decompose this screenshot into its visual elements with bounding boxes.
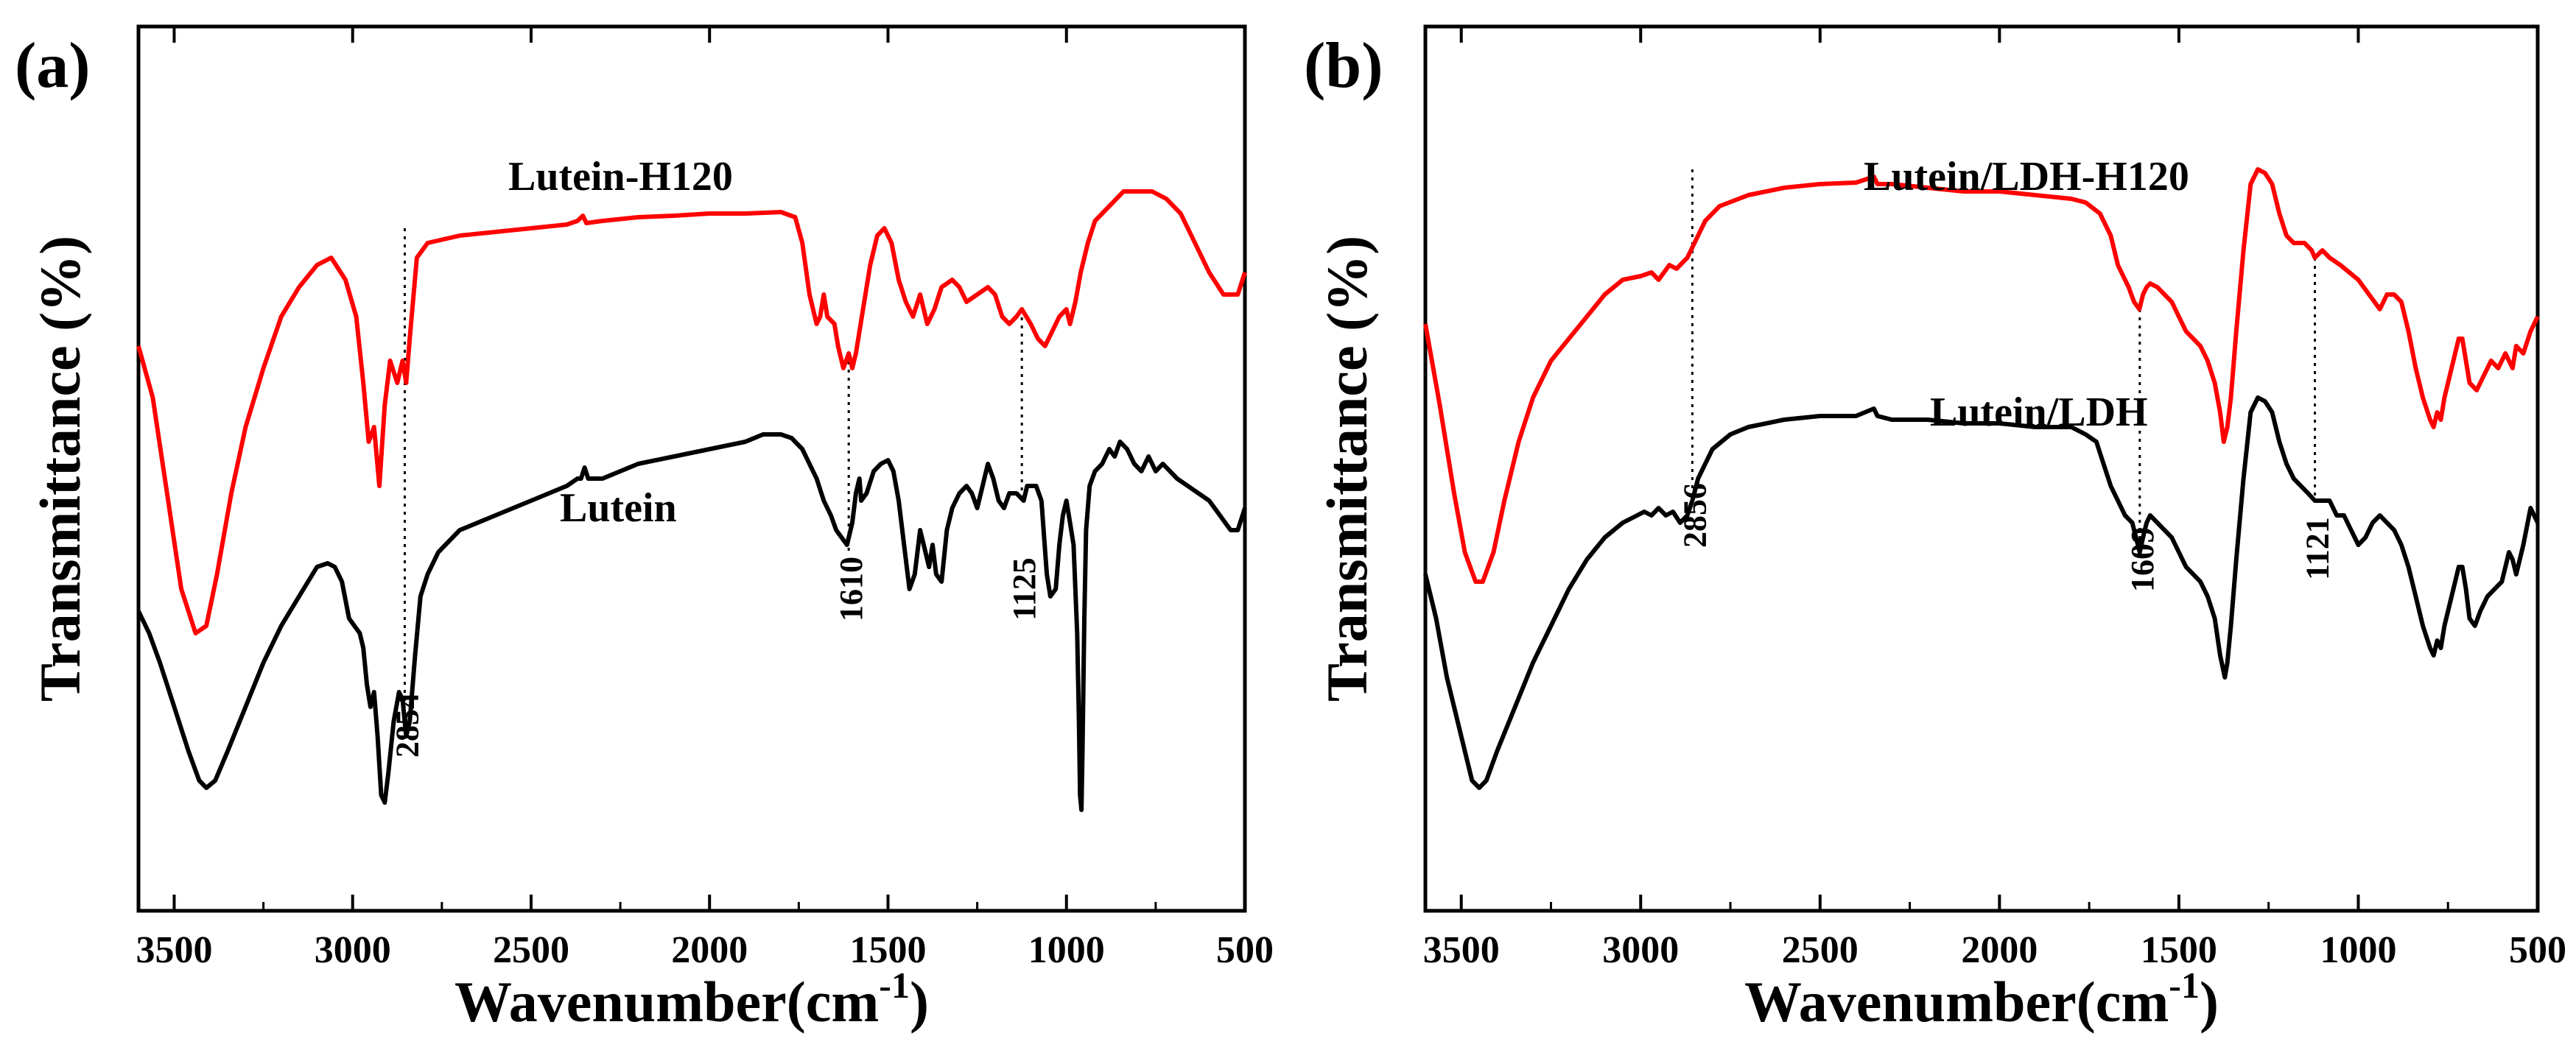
y-axis-label: Transmittance (%) [1315,236,1379,702]
x-tick-label: 1500 [2141,929,2217,971]
curve-label: Lutein/LDH-H120 [1864,154,2189,200]
series-line-heated [1423,167,2540,584]
x-axis-label-sup: -1 [879,965,910,1006]
x-axis-label-main: Wavenumber(cm [1744,970,2169,1034]
curve-label: Lutein/LDH [1930,389,2148,435]
x-tick-label: 1000 [2320,929,2396,971]
chart-panel-b: 3500 3000 2500 2000 1500 1000 500 (b) Transmitta… [1304,24,2566,1034]
y-axis-label: Transmittance (%) [28,236,92,702]
x-axis-label-close: ) [2200,970,2219,1034]
x-axis-label-sup: -1 [2169,965,2200,1006]
annotation-label: 1121 [2300,517,2336,580]
x-axis-label: Wavenumber(cm-1) [1744,965,2219,1034]
x-tick-label: 3500 [136,929,212,971]
chart-panel-a: 3500 3000 2500 2000 1500 1000 500 (a) Transmitta… [15,24,1274,1034]
x-tick-label: 1000 [1028,929,1105,971]
annotation-label: 1610 [833,557,869,621]
panel-label: (a) [15,30,91,102]
panel-label: (b) [1304,30,1383,102]
x-tick-label: 500 [2509,929,2566,971]
x-tick-label: 3000 [1602,929,1679,971]
x-tick-label: 2000 [1961,929,2038,971]
series-line-original [1423,395,2540,790]
x-tick-label: 500 [1216,929,1274,971]
series-line-original [136,432,1247,812]
x-tick-label: 2500 [493,929,569,971]
x-tick-label: 3500 [1423,929,1500,971]
plot-frame [136,24,1247,913]
x-tick-label: 1500 [849,929,926,971]
curve-label: Lutein [560,485,677,531]
x-axis-label: Wavenumber(cm-1) [455,965,929,1034]
plot-frame [1423,24,2540,913]
annotation-label: 1125 [1006,557,1042,621]
x-tick-label: 3000 [315,929,391,971]
curve-label: Lutein-H120 [508,154,733,200]
x-tick-label: 2000 [671,929,748,971]
series-line-heated [136,189,1247,635]
x-tick-label: 2500 [1782,929,1859,971]
x-axis-label-main: Wavenumber(cm [455,970,879,1034]
x-axis-label-close: ) [910,970,929,1034]
